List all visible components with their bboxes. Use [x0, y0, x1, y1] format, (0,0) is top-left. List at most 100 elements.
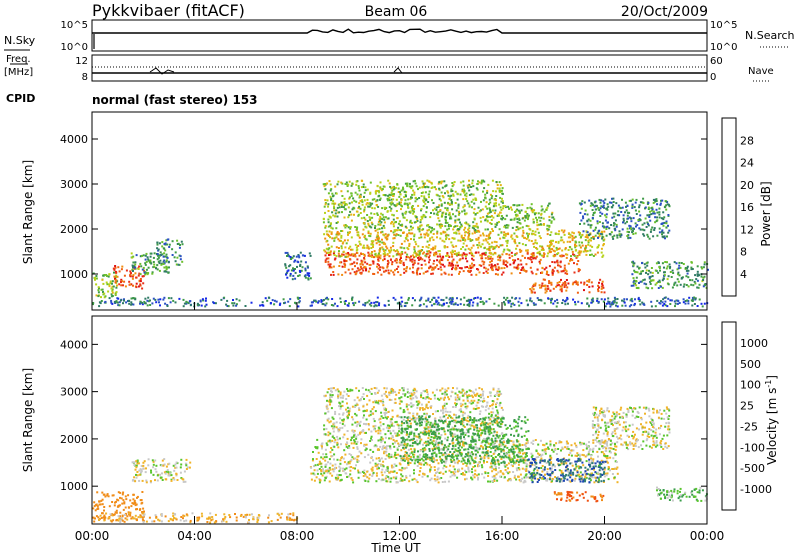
echo-cell	[605, 213, 608, 216]
echo-cell	[657, 262, 660, 264]
echo-cell	[585, 234, 588, 237]
echo-cell	[617, 204, 620, 207]
echo-cell	[427, 252, 430, 255]
echo-cell	[482, 199, 485, 202]
echo-cell	[355, 180, 358, 183]
echo-cell	[621, 299, 623, 302]
echo-cell	[377, 220, 380, 223]
echo-cell	[472, 244, 475, 247]
echo-cell	[604, 219, 607, 222]
echo-cell	[348, 202, 351, 205]
echo-cell	[663, 235, 666, 238]
colorbar-tick-label: 28	[740, 134, 754, 147]
echo-cell	[478, 264, 481, 267]
echo-cell	[366, 188, 369, 191]
echo-cell	[343, 216, 346, 219]
echo-cell	[344, 300, 347, 302]
echo-cell	[119, 519, 122, 522]
echo-cell	[327, 440, 330, 443]
echo-cell	[256, 518, 259, 521]
echo-cell	[556, 284, 559, 287]
echo-cell	[417, 188, 419, 191]
echo-cell	[574, 246, 577, 249]
echo-cell	[167, 271, 170, 274]
echo-cell	[227, 305, 230, 308]
echo-cell	[108, 505, 111, 508]
echo-cell	[450, 302, 453, 305]
echo-cell	[661, 262, 664, 265]
echo-cell	[288, 255, 291, 258]
echo-cell	[355, 183, 358, 186]
echo-cell	[358, 450, 361, 453]
echo-cell	[518, 455, 521, 458]
echo-cell	[542, 247, 545, 250]
echo-cell	[412, 254, 415, 257]
echo-cell	[594, 228, 597, 231]
echo-cell	[414, 196, 417, 199]
echo-cell	[418, 251, 421, 254]
echo-cell	[484, 219, 487, 222]
echo-cell	[141, 275, 144, 278]
echo-cell	[444, 192, 446, 195]
echo-cell	[531, 286, 534, 289]
echo-cell	[307, 266, 309, 269]
echo-cell	[526, 249, 529, 252]
echo-cell	[97, 507, 100, 510]
echo-cell	[139, 255, 142, 258]
frequency-panel-frame	[91, 54, 708, 82]
echo-cell	[463, 189, 466, 192]
echo-cell	[467, 236, 470, 239]
echo-cell	[213, 521, 216, 524]
echo-cell	[440, 477, 443, 479]
echo-cell	[273, 303, 276, 306]
echo-cell	[138, 469, 141, 472]
echo-cell	[436, 264, 438, 267]
echo-cell	[469, 265, 472, 268]
echo-cell	[621, 206, 624, 209]
echo-cell	[416, 269, 419, 272]
echo-cell	[498, 181, 501, 184]
echo-cell	[545, 442, 548, 445]
echo-cell	[521, 254, 524, 257]
echo-cell	[467, 270, 470, 272]
echo-cell	[703, 275, 706, 278]
echo-cell	[376, 271, 379, 274]
echo-cell	[179, 471, 182, 474]
echo-cell	[515, 478, 518, 481]
echo-cell	[433, 469, 436, 472]
echo-cell	[391, 193, 394, 196]
echo-cell	[330, 188, 333, 191]
echo-cell	[548, 219, 551, 222]
echo-cell	[132, 255, 135, 258]
echo-cell	[475, 251, 478, 254]
echo-cell	[462, 270, 465, 273]
echo-cell	[665, 204, 668, 207]
echo-cell	[428, 239, 431, 242]
echo-cell	[491, 467, 494, 470]
echo-cell	[600, 287, 603, 290]
echo-cell	[592, 441, 595, 444]
echo-cell	[388, 471, 391, 474]
echo-cell	[164, 255, 167, 258]
echo-cell	[332, 273, 335, 276]
echo-cell	[250, 513, 253, 516]
echo-cell	[462, 206, 465, 209]
echo-cell	[468, 232, 471, 235]
echo-cell	[351, 268, 354, 271]
echo-cell	[530, 258, 533, 261]
echo-cell	[324, 202, 327, 204]
echo-cell	[679, 283, 682, 286]
echo-cell	[120, 278, 123, 281]
echo-cell	[403, 264, 405, 267]
echo-cell	[559, 285, 562, 288]
echo-cell	[356, 210, 359, 213]
echo-cell	[357, 207, 360, 210]
echo-cell	[486, 212, 489, 215]
echo-cell	[482, 447, 485, 450]
echo-cell	[374, 200, 377, 203]
echo-cell	[549, 234, 552, 236]
echo-cell	[610, 231, 613, 234]
echo-cell	[629, 225, 632, 228]
echo-cell	[121, 519, 124, 522]
echo-cell	[359, 243, 362, 245]
